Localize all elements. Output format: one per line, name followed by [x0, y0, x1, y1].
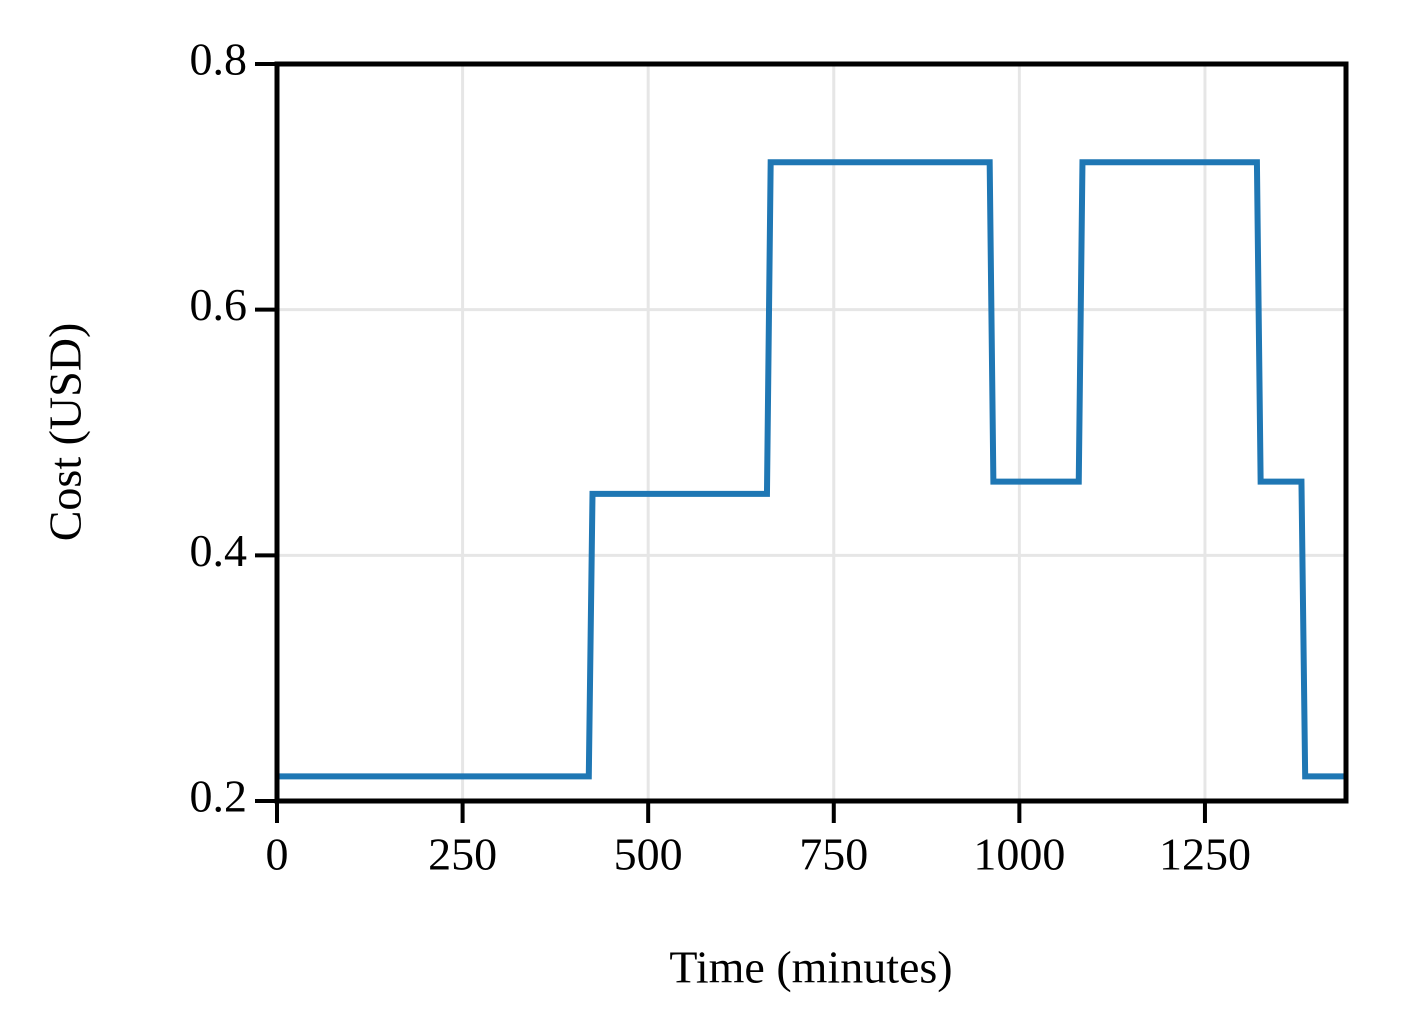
x-tick-label: 1000: [973, 829, 1065, 880]
y-tick-label: 0.8: [190, 34, 248, 85]
x-tick-label: 500: [614, 829, 683, 880]
y-tick-label: 0.6: [190, 279, 248, 330]
x-axis-label: Time (minutes): [669, 942, 952, 993]
y-tick-label: 0.4: [190, 525, 248, 576]
x-tick-label: 0: [266, 829, 289, 880]
y-tick-label: 0.2: [190, 771, 248, 822]
x-tick-label: 250: [428, 829, 497, 880]
plot-frame: [274, 61, 1349, 804]
x-tick-label: 1250: [1159, 829, 1251, 880]
line: [277, 159, 1346, 780]
y-axis-label: Cost (USD): [40, 323, 91, 542]
x-tick-label: 750: [799, 829, 868, 880]
